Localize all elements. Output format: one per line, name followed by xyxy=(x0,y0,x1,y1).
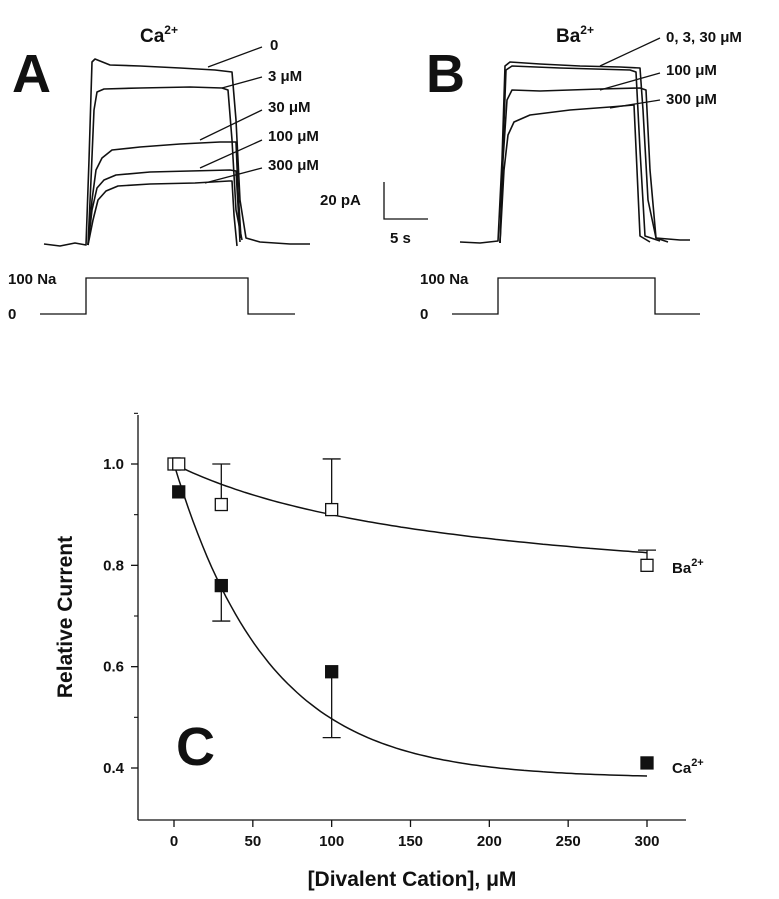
stimulus-b xyxy=(452,277,700,315)
scale-bar: 20 pA 5 s xyxy=(320,182,428,247)
label-a-100uM: 100 μM xyxy=(268,128,319,145)
scale-bar-time: 5 s xyxy=(390,230,411,247)
stim-a-low: 0 xyxy=(8,306,16,323)
label-b-0-3-30uM: 0, 3, 30 μM xyxy=(666,29,742,46)
error-bars xyxy=(212,458,656,739)
pointer-b-100uM xyxy=(599,72,661,91)
x-tick-label: 150 xyxy=(398,833,423,850)
stim-b-high: 100 Na xyxy=(420,271,469,288)
label-a-3uM: 3 μM xyxy=(268,68,302,85)
panel-c-letter: C xyxy=(176,717,215,777)
y-axis-ticks: 0.4 0.6 0.8 1.0 xyxy=(103,412,138,777)
ba-data-point xyxy=(325,502,339,517)
ca-data-point xyxy=(214,578,228,593)
pointer-a-100uM xyxy=(199,139,263,169)
pointer-a-3uM xyxy=(221,76,263,89)
trace-a-100uM xyxy=(87,169,241,246)
stim-b-low: 0 xyxy=(420,306,428,323)
trace-b-0-3-30uM-alt xyxy=(499,65,661,244)
panel-b-ion-title: Ba2+ xyxy=(556,23,594,47)
scale-bar-lines xyxy=(383,182,428,220)
x-tick-label: 200 xyxy=(477,833,502,850)
pointer-a-300uM xyxy=(204,167,263,184)
ca-data-point xyxy=(172,485,186,499)
ba-data-point xyxy=(640,558,654,572)
label-a-30uM: 30 μM xyxy=(268,99,311,116)
label-b-100uM: 100 μM xyxy=(666,62,717,79)
pointer-a-0 xyxy=(207,46,263,68)
y-tick-label: 0.6 xyxy=(103,659,124,676)
pointer-b-300uM xyxy=(609,99,661,109)
panel-b: B Ba2+ 0, 3, 30 μM 100 μM 300 μM 100 Na … xyxy=(420,23,742,323)
ba-data-point xyxy=(214,497,228,512)
panel-c: 0 50 100 150 200 250 300 0.4 0.6 0.8 1.0 [Divalen… xyxy=(54,412,704,891)
y-axis-title: Relative Current xyxy=(54,536,77,698)
series-label-ca: Ca2+ xyxy=(672,757,704,777)
scale-bar-current: 20 pA xyxy=(320,192,361,209)
x-axis-title: [Divalent Cation], μM xyxy=(308,868,517,891)
trace-a-300uM xyxy=(87,180,238,247)
pointer-a-30uM xyxy=(199,109,263,141)
x-tick-label: 250 xyxy=(556,833,581,850)
x-tick-label: 300 xyxy=(634,833,659,850)
pointer-b-0-3-30uM xyxy=(599,37,661,67)
panel-a-letter: A xyxy=(12,44,51,104)
panel-a: A Ca2+ 0 3 μM 30 μM 100 μM 300 μM 100 Na… xyxy=(8,23,319,323)
stimulus-a xyxy=(40,277,295,315)
ba-data-point xyxy=(172,457,186,471)
label-a-0: 0 xyxy=(270,37,278,54)
x-tick-label: 50 xyxy=(244,833,261,850)
fit-curve-ba xyxy=(173,463,648,554)
y-tick-label: 0.8 xyxy=(103,557,124,574)
trace-a-0 xyxy=(43,58,310,247)
trace-b-300uM xyxy=(499,104,651,244)
ca-data-point xyxy=(640,756,654,770)
x-tick-label: 100 xyxy=(319,833,344,850)
trace-a-3uM xyxy=(87,86,243,246)
y-tick-label: 1.0 xyxy=(103,456,124,473)
fit-curves xyxy=(173,463,648,777)
label-a-300uM: 300 μM xyxy=(268,157,319,174)
x-axis-ticks: 0 50 100 150 200 250 300 xyxy=(170,820,660,850)
fit-curve-ca xyxy=(173,463,648,777)
trace-b-100uM xyxy=(499,87,669,244)
stim-a-high: 100 Na xyxy=(8,271,57,288)
trace-b-0-3-30uM xyxy=(459,61,690,244)
trace-a-30uM xyxy=(87,141,242,246)
panel-a-ion-title: Ca2+ xyxy=(140,23,178,47)
ca-data-point xyxy=(325,665,339,679)
label-b-300uM: 300 μM xyxy=(666,91,717,108)
panel-b-letter: B xyxy=(426,44,465,104)
y-tick-label: 0.4 xyxy=(103,760,125,777)
series-label-ba: Ba2+ xyxy=(672,557,704,577)
data-markers xyxy=(167,457,654,770)
x-tick-label: 0 xyxy=(170,833,178,850)
